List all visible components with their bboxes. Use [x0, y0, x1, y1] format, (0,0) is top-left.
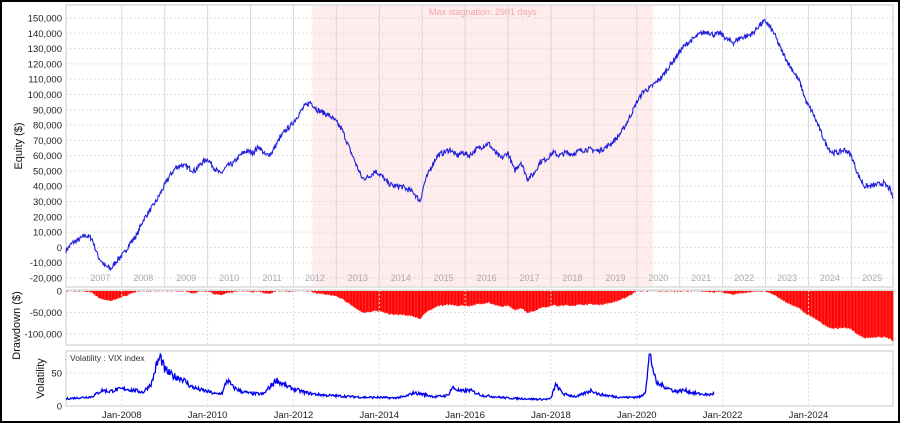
stagnation-region — [312, 6, 654, 286]
year-label: 2024 — [820, 273, 840, 283]
y-tick-label: 100,000 — [28, 90, 62, 101]
x-tick-label: Jan-2020 — [617, 410, 657, 421]
year-label: 2019 — [605, 273, 625, 283]
vol-legend: Volatility : VIX index — [70, 353, 145, 363]
dd-tick-label: -100,000 — [24, 330, 62, 341]
year-label: 2011 — [262, 273, 281, 283]
vol-tick-label: 50 — [51, 369, 62, 380]
y-tick-label: -20,000 — [30, 274, 62, 285]
x-tick-label: Jan-2014 — [359, 410, 399, 421]
year-label: 2015 — [434, 273, 454, 283]
vol-tick-label: 0 — [57, 402, 62, 413]
y-tick-label: 30,000 — [33, 197, 62, 208]
x-tick-label: Jan-2024 — [789, 410, 829, 421]
y-tick-label: 20,000 — [33, 212, 62, 223]
y-tick-label: 40,000 — [33, 182, 62, 193]
x-tick-label: Jan-2010 — [188, 410, 228, 421]
y-tick-label: 70,000 — [33, 136, 62, 147]
year-label: 2007 — [90, 273, 110, 283]
y-tick-label: 140,000 — [28, 29, 62, 40]
dd-tick-label: -50,000 — [30, 308, 62, 319]
year-label: 2008 — [133, 273, 153, 283]
y-tick-label: 50,000 — [33, 166, 62, 177]
drawdown-bars — [66, 291, 894, 342]
x-tick-label: Jan-2008 — [102, 410, 142, 421]
y-tick-label: 90,000 — [33, 105, 62, 116]
volatility-line — [65, 352, 715, 401]
year-label: 2025 — [862, 273, 882, 283]
year-label: 2013 — [348, 273, 368, 283]
x-tick-label: Jan-2016 — [445, 410, 485, 421]
year-label: 2023 — [777, 273, 797, 283]
year-label: 2021 — [691, 273, 711, 283]
panel-vol — [65, 350, 894, 407]
y-tick-label: -10,000 — [30, 258, 62, 269]
y-tick-label: 120,000 — [28, 59, 62, 70]
year-label: 2012 — [305, 273, 325, 283]
y-tick-label: 150,000 — [28, 14, 62, 25]
y-tick-label: 0 — [57, 243, 62, 254]
year-label: 2017 — [519, 273, 539, 283]
year-label: 2016 — [477, 273, 497, 283]
x-tick-label: Jan-2018 — [531, 410, 571, 421]
year-label: 2020 — [648, 273, 668, 283]
x-tick-label: Jan-2012 — [274, 410, 314, 421]
year-label: 2022 — [734, 273, 754, 283]
year-label: 2014 — [391, 273, 411, 283]
y-axis-title: Equity ($) — [13, 122, 25, 169]
y-tick-label: 60,000 — [33, 151, 62, 162]
year-label: 2018 — [562, 273, 582, 283]
y-tick-label: 110,000 — [28, 75, 62, 86]
year-label: 2010 — [219, 273, 239, 283]
equity-line — [65, 18, 894, 272]
stagnation-label: Max stagnation: 2901 days — [429, 7, 537, 17]
y-tick-label: 80,000 — [33, 121, 62, 132]
dd-axis-title: Drawdown ($) — [11, 291, 23, 359]
x-tick-label: Jan-2022 — [703, 410, 743, 421]
y-tick-label: 10,000 — [33, 228, 62, 239]
vol-axis-title: Volatility — [35, 358, 47, 399]
y-tick-label: 130,000 — [28, 44, 62, 55]
year-label: 2009 — [176, 273, 196, 283]
dd-tick-label: 0 — [57, 287, 62, 298]
